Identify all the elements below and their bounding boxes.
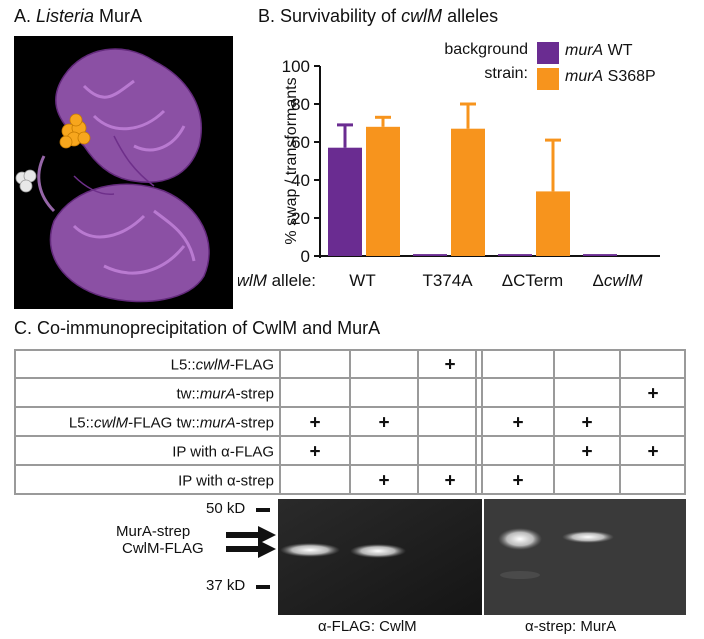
plus-mark: + bbox=[378, 471, 389, 492]
mw-tick-50kd bbox=[256, 508, 270, 512]
plus-mark: + bbox=[378, 413, 389, 434]
plus-mark: + bbox=[309, 413, 320, 434]
x-tick-label: T374A bbox=[422, 271, 473, 290]
condition-label: L5::cwlM-FLAG bbox=[171, 357, 274, 374]
panel-a-title: A. Listeria MurA bbox=[14, 6, 143, 26]
plus-mark: + bbox=[512, 471, 523, 492]
condition-label: L5::cwlM-FLAG tw::murA-strep bbox=[69, 415, 274, 432]
legend-entry-mura-s368p: murA S368P bbox=[565, 68, 656, 85]
blot-label-anti-strep: α-strep: MurA bbox=[525, 618, 617, 635]
band-label-murA-strep: MurA-strep bbox=[116, 523, 191, 540]
bar bbox=[498, 254, 532, 256]
plus-mark: + bbox=[581, 413, 592, 434]
bar bbox=[451, 128, 485, 256]
y-tick-label: 0 bbox=[301, 247, 310, 266]
mw-marker-50kd: 50 kD bbox=[206, 500, 246, 517]
condition-label: IP with α-FLAG bbox=[172, 444, 274, 461]
bar bbox=[366, 126, 400, 256]
x-axis-label: cwlM allele: bbox=[238, 271, 316, 290]
plus-mark: + bbox=[444, 355, 455, 376]
bar bbox=[328, 147, 362, 256]
co-ip-condition-table: L5::cwlM-FLAG +tw::murA-strep +L5::cwlM-FL… bbox=[14, 349, 686, 495]
condition-label: IP with α-strep bbox=[178, 473, 274, 490]
plus-mark: + bbox=[647, 442, 658, 463]
panel-c-title: C. Co-immunoprecipitation of CwlM and Mu… bbox=[14, 318, 381, 338]
y-tick-label: 100 bbox=[282, 57, 310, 76]
panel-b-title: B. Survivability of cwlM alleles bbox=[258, 6, 499, 26]
western-blot-image bbox=[278, 499, 686, 615]
plus-mark: + bbox=[309, 442, 320, 463]
blot-label-anti-flag: α-FLAG: CwlM bbox=[318, 618, 417, 635]
x-tick-label: ΔCTerm bbox=[502, 271, 563, 290]
band-label-cwlM-flag: CwlM-FLAG bbox=[122, 540, 204, 557]
protein-structure-image bbox=[14, 36, 233, 309]
x-tick-label: ΔcwlM bbox=[592, 271, 643, 290]
survivability-bar-chart: 0 20 40 60 80 100% swap / transformants WT T374… bbox=[238, 57, 660, 290]
legend-swatch-mura-s368p bbox=[537, 68, 559, 90]
bar bbox=[413, 254, 447, 256]
y-tick-label: 60 bbox=[291, 133, 310, 152]
legend-header: background strain: bbox=[444, 41, 528, 82]
plus-mark: + bbox=[512, 413, 523, 434]
y-tick-label: 80 bbox=[291, 95, 310, 114]
x-tick-label: WT bbox=[349, 271, 375, 290]
bar bbox=[536, 191, 570, 256]
plus-mark: + bbox=[444, 471, 455, 492]
plus-mark: + bbox=[647, 384, 658, 405]
plus-mark: + bbox=[581, 442, 592, 463]
band-arrows bbox=[226, 526, 276, 558]
legend-entry-mura-wt: murA WT bbox=[565, 42, 633, 59]
mw-tick-37kd bbox=[256, 585, 270, 589]
condition-label: tw::murA-strep bbox=[176, 386, 274, 403]
bar bbox=[583, 254, 617, 256]
legend-swatch-mura-wt bbox=[537, 42, 559, 64]
mw-marker-37kd: 37 kD bbox=[206, 577, 246, 594]
y-tick-label: 20 bbox=[291, 209, 310, 228]
y-axis-label: % swap / transformants bbox=[283, 77, 300, 244]
y-tick-label: 40 bbox=[291, 171, 310, 190]
